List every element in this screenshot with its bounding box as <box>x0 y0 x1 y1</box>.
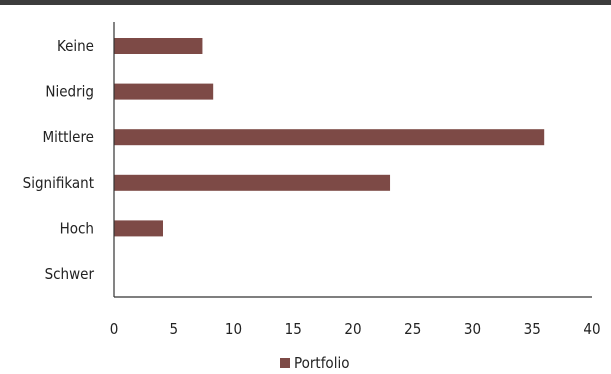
x-tick-label: 0 <box>110 320 119 338</box>
category-label-mittlere: Mittlere <box>42 128 94 146</box>
bar-keine <box>114 38 203 54</box>
x-tick-label: 35 <box>524 320 541 338</box>
x-tick-label: 40 <box>583 320 600 338</box>
axes-group <box>113 22 592 298</box>
x-tick-label: 10 <box>225 320 242 338</box>
x-tick-label: 5 <box>169 320 178 338</box>
top-border-rule <box>0 0 611 5</box>
legend-label: Portfolio <box>294 354 349 372</box>
category-label-niedrig: Niedrig <box>45 83 94 101</box>
x-tick-label: 30 <box>464 320 481 338</box>
category-label-hoch: Hoch <box>60 219 94 237</box>
bar-hoch <box>114 220 163 237</box>
category-label-signifikant: Signifikant <box>23 174 94 192</box>
x-tick-label: 15 <box>285 320 302 338</box>
category-label-schwer: Schwer <box>45 265 95 283</box>
category-labels: Keine Niedrig Mittlere Signifikant Hoch Schwe… <box>23 37 95 283</box>
bar-niedrig <box>114 83 214 100</box>
category-label-keine: Keine <box>57 37 94 55</box>
x-tick-label: 25 <box>404 320 421 338</box>
legend: Portfolio <box>280 354 349 372</box>
bar-signifikant <box>114 174 391 191</box>
x-tick-label: 20 <box>344 320 361 338</box>
x-tick-labels: 0 5 10 15 20 25 30 35 40 <box>110 320 601 338</box>
bar-mittlere <box>114 129 545 146</box>
bars-group <box>114 38 545 237</box>
legend-swatch <box>280 358 290 368</box>
